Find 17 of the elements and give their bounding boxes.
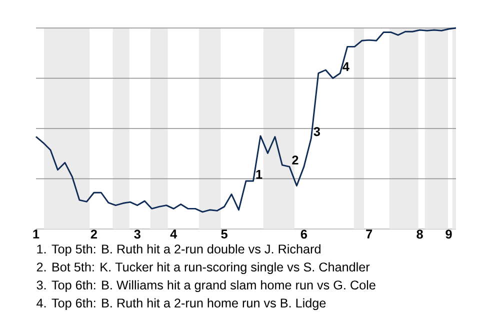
- x-tick-label: 8: [416, 230, 423, 239]
- x-tick-label: 4: [170, 230, 178, 238]
- x-tick-label: 6: [300, 230, 307, 239]
- annotation: 1: [256, 170, 262, 179]
- text: 3. Top 6th: B. Williams hit a grand slam home run vs G. Cole: [36, 280, 376, 292]
- x-tick-label: 1: [33, 230, 40, 238]
- annotation: 4: [342, 62, 350, 71]
- x-tick-label: 9: [446, 230, 452, 239]
- x-tick-label: 5: [221, 230, 228, 238]
- x-tick-label: 7: [366, 230, 372, 238]
- annotation: 3: [314, 127, 320, 136]
- text: 4. Top 6th: B. Ruth hit a 2-run home run vs B. Lidge: [36, 298, 326, 310]
- text: 1. Top 5th: B. Ruth hit a 2-run double vs J. Richard: [37, 244, 320, 256]
- text: 2. Bot 5th: K. Tucker hit a run-scoring single vs S. Chandler: [36, 262, 370, 274]
- x-tick-label: 2: [90, 230, 97, 239]
- annotation: 2: [292, 156, 298, 164]
- x-tick-label: 3: [134, 230, 140, 239]
